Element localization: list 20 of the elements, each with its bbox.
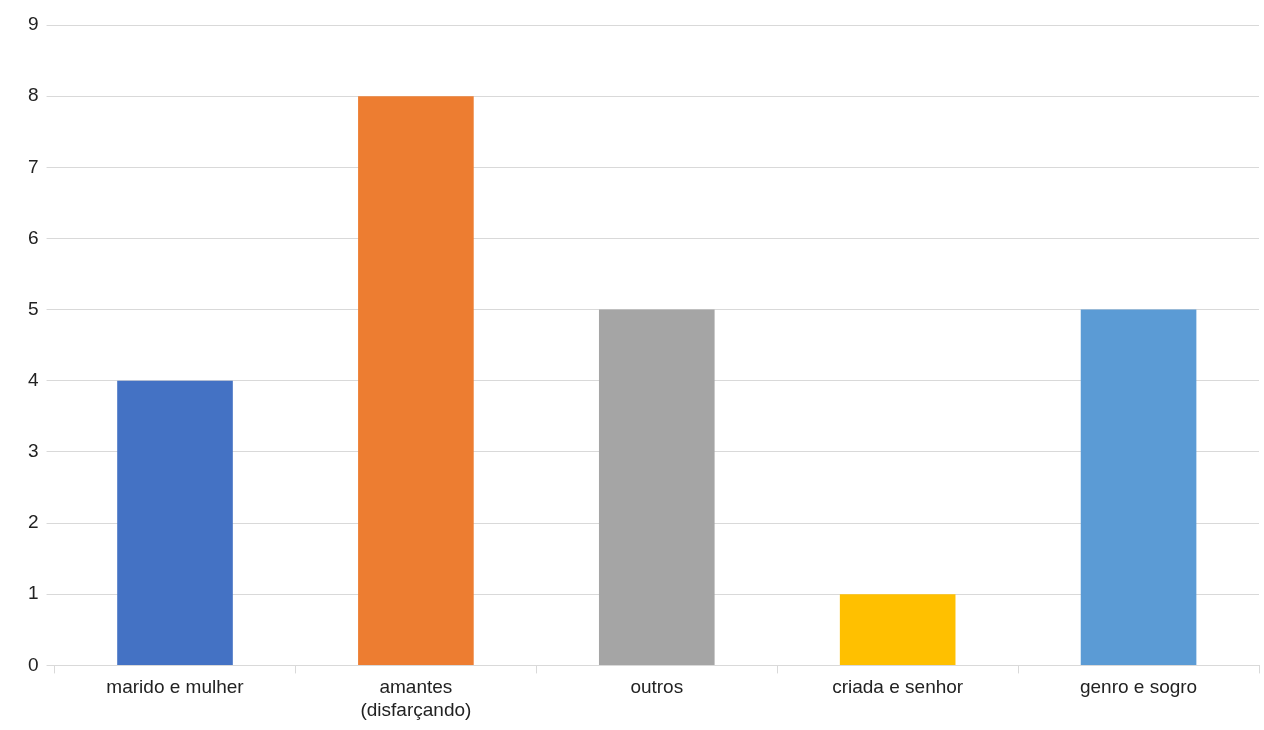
- bar: [1080, 309, 1197, 665]
- bar: [839, 594, 956, 665]
- y-tick-label: 5: [27, 297, 39, 319]
- bar: [117, 380, 233, 665]
- y-tick-label: 8: [27, 84, 39, 106]
- x-tick-label: genro e sogro: [1079, 676, 1198, 698]
- y-tick-label: 6: [27, 226, 39, 248]
- y-tick-label: 4: [27, 369, 39, 391]
- x-tick-label: marido e mulher: [106, 676, 245, 698]
- y-tick-label: 9: [27, 13, 39, 35]
- x-tick-label: amantes (disfarçando): [360, 676, 472, 720]
- bar: [598, 309, 715, 665]
- x-tick-label: outros: [630, 676, 684, 698]
- bar: [358, 96, 474, 665]
- y-tick-label: 7: [27, 155, 39, 177]
- y-tick-label: 2: [27, 511, 39, 533]
- y-tick-label: 1: [27, 582, 39, 604]
- y-tick-label: 3: [27, 440, 39, 462]
- x-tick-label: criada e senhor: [832, 676, 964, 698]
- y-tick-label: 0: [27, 653, 39, 675]
